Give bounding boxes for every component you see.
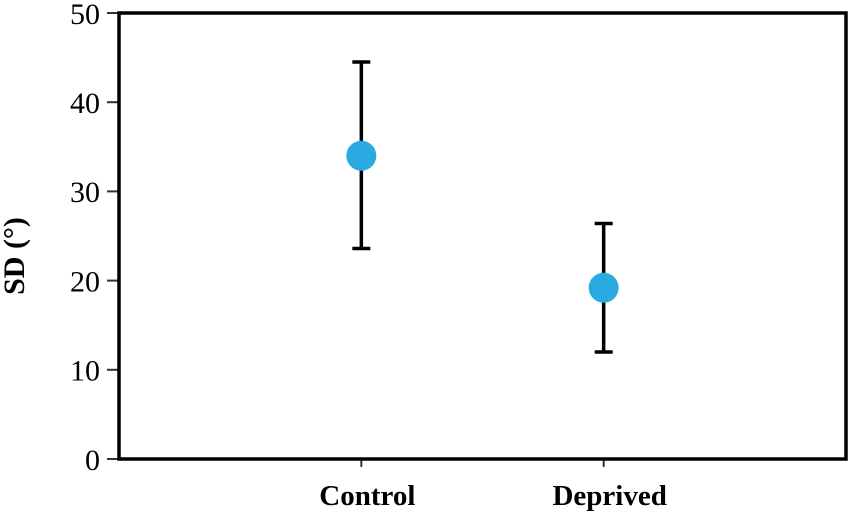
y-axis-title: SD (°) (0, 217, 31, 295)
y-tick-label-30: 30 (70, 176, 100, 209)
data-point-deprived (588, 272, 619, 303)
y-tick-label-10: 10 (70, 355, 100, 388)
category-label-deprived: Deprived (552, 480, 666, 512)
y-tick-label-50: 50 (70, 0, 100, 31)
plot-frame (117, 11, 848, 461)
category-label-control: Control (319, 480, 415, 512)
data-point-control (346, 140, 377, 171)
y-tick-label-20: 20 (70, 265, 100, 298)
y-tick-label-0: 0 (85, 444, 100, 477)
y-tick-label-40: 40 (70, 87, 100, 120)
